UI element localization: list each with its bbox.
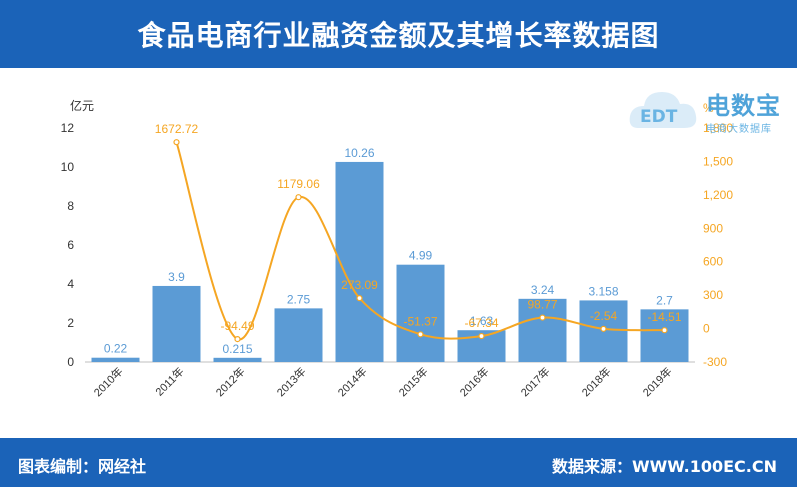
footer-compiler: 图表编制：网经社 xyxy=(18,457,147,476)
x-tick-label: 2013年 xyxy=(274,364,309,399)
bar-value-label: 10.26 xyxy=(344,146,374,160)
left-tick-label: 0 xyxy=(67,355,74,369)
x-tick-label: 2018年 xyxy=(579,364,614,399)
line-value-label: -2.54 xyxy=(590,309,618,323)
footer-bar: 图表编制：网经社 数据来源：WWW.100EC.CN xyxy=(0,438,797,487)
line-point xyxy=(173,139,180,146)
bar-value-label: 2.75 xyxy=(287,292,311,306)
line-point xyxy=(234,336,241,343)
bar-value-label: 3.158 xyxy=(588,284,618,298)
bar-value-label: 1.63 xyxy=(470,314,494,328)
x-tick-label: 2014年 xyxy=(335,364,370,399)
line-point xyxy=(417,331,424,338)
bar xyxy=(640,309,689,362)
x-tick-label: 2017年 xyxy=(518,364,553,399)
right-tick-label: 300 xyxy=(703,288,723,302)
chart-title: 食品电商行业融资金额及其增长率数据图 xyxy=(137,19,660,52)
line-value-label: -51.37 xyxy=(403,314,437,328)
bar-value-label: 3.9 xyxy=(168,270,185,284)
right-tick-label: 1,800 xyxy=(703,121,733,135)
x-tick-label: 2012年 xyxy=(213,364,248,399)
right-tick-label: 1,200 xyxy=(703,188,733,202)
left-tick-label: 12 xyxy=(61,121,75,135)
left-tick-label: 2 xyxy=(67,316,74,330)
bar-value-label: 4.99 xyxy=(409,249,433,263)
right-tick-label: 900 xyxy=(703,221,723,235)
line-value-label: 98.77 xyxy=(527,298,557,312)
left-tick-label: 10 xyxy=(61,160,75,174)
x-tick-label: 2016年 xyxy=(457,364,492,399)
line-point xyxy=(661,327,668,334)
line-value-label: -94.49 xyxy=(220,319,254,333)
bar xyxy=(152,285,201,362)
edt-logo-cloud-icon: EDT xyxy=(629,92,697,128)
right-tick-label: 1,500 xyxy=(703,154,733,168)
right-tick-label: 600 xyxy=(703,255,723,269)
line-point xyxy=(356,295,363,302)
bar-value-label: 3.24 xyxy=(531,283,555,297)
left-tick-label: 6 xyxy=(67,238,74,252)
line-point xyxy=(539,314,546,321)
right-tick-label: 0 xyxy=(703,322,710,336)
bar-value-label: 2.7 xyxy=(656,293,673,307)
x-tick-label: 2011年 xyxy=(152,364,186,398)
bar xyxy=(335,161,384,362)
footer-source: 数据来源：WWW.100EC.CN xyxy=(551,457,777,476)
line-value-label: 1672.72 xyxy=(155,122,199,136)
bar-value-label: 0.215 xyxy=(222,342,252,356)
bar xyxy=(274,308,323,362)
right-axis-label: % xyxy=(703,101,714,115)
line-value-label: 273.09 xyxy=(341,278,378,292)
logo-name: 电数宝 xyxy=(706,92,781,120)
bar xyxy=(396,264,445,362)
title-banner: 食品电商行业融资金额及其增长率数据图 xyxy=(0,0,797,68)
line-point xyxy=(600,325,607,332)
bar-value-label: 0.22 xyxy=(104,342,128,356)
left-axis-label: 亿元 xyxy=(70,98,94,113)
line-point xyxy=(478,332,485,340)
left-tick-label: 8 xyxy=(67,199,74,213)
svg-text:EDT: EDT xyxy=(640,107,678,127)
x-tick-label: 2010年 xyxy=(91,364,126,399)
x-tick-label: 2019年 xyxy=(640,364,675,399)
left-tick-label: 4 xyxy=(67,277,74,291)
bar xyxy=(91,357,140,362)
line-point xyxy=(295,194,302,201)
bar xyxy=(518,298,567,362)
x-tick-label: 2015年 xyxy=(396,364,431,399)
bar xyxy=(213,357,262,362)
logo-subtitle: 电商大数据库 xyxy=(706,124,772,135)
combo-chart: 亿元 0 2 4 6 8 10 12% -300 0 300 600 900 1,200 1,500 1,80… xyxy=(61,98,734,399)
line-value-label: -14.51 xyxy=(647,310,681,324)
line-value-label: -67.34 xyxy=(464,316,498,330)
line-value-label: 1179.06 xyxy=(277,177,320,191)
right-tick-label: -300 xyxy=(703,355,727,369)
